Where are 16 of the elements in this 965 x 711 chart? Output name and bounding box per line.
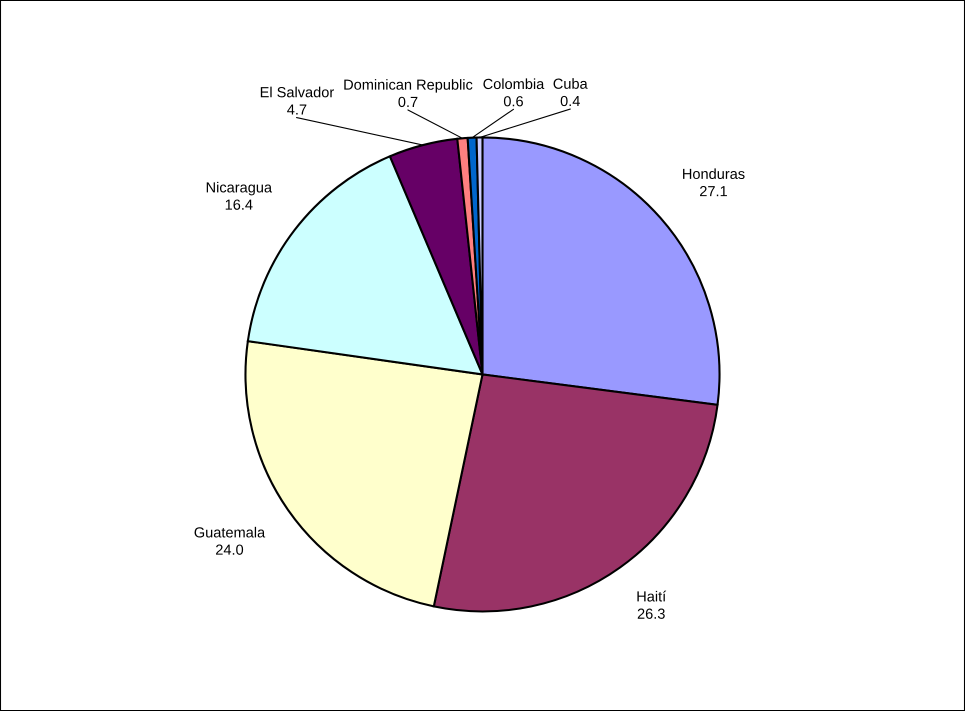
- data-label: 4.7: [287, 104, 306, 115]
- data-label: 27.1: [700, 186, 727, 196]
- slice-label: Guatemala: [194, 526, 266, 538]
- slice-label: Colombia: [483, 78, 544, 90]
- data-label: 0.7: [398, 96, 418, 108]
- slice-label: Haití: [637, 590, 666, 602]
- slice-label: Honduras: [683, 168, 745, 180]
- data-label: 0.4: [560, 96, 580, 106]
- slice-label: Nicaragua: [206, 182, 272, 196]
- slice-label: El Salvador: [260, 86, 334, 98]
- slice-label: Cuba: [554, 78, 588, 89]
- slice-label: Dominican Republic: [344, 79, 472, 93]
- data-label: 26.3: [638, 608, 665, 619]
- data-label: 24.0: [216, 544, 244, 555]
- data-label: 0.6: [504, 96, 523, 106]
- data-label: 16.4: [226, 199, 253, 210]
